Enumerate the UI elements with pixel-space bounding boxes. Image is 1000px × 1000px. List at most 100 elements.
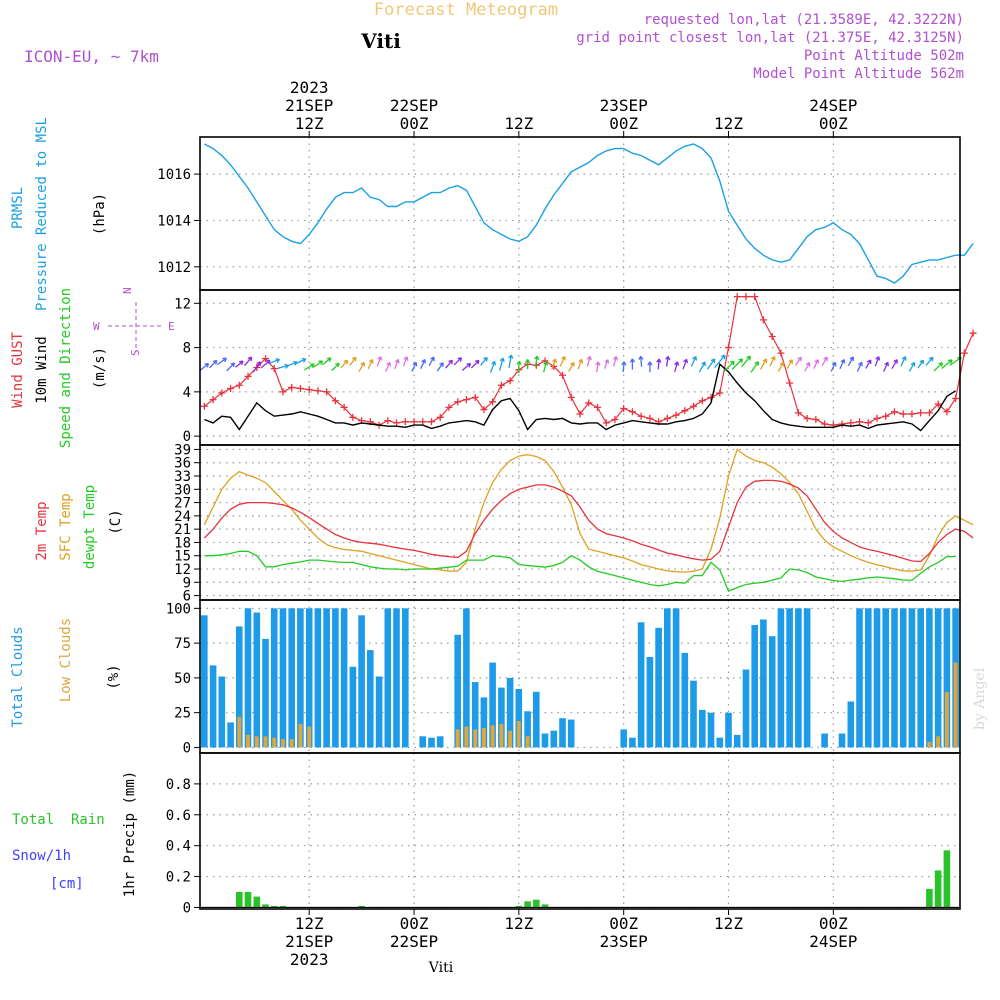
gust-marker [821, 420, 829, 428]
wind-direction-arrow [731, 358, 744, 370]
pressure-frame [199, 136, 961, 291]
total-clouds-bar [742, 669, 750, 748]
wind-direction-arrow [674, 361, 680, 373]
wind-direction-arrow [499, 357, 505, 371]
wind-labels: Wind GUST 10m Wind Speed and Direction (… [10, 287, 175, 448]
gust-marker [279, 388, 287, 396]
gust-marker [323, 388, 331, 396]
gust-marker [393, 419, 401, 427]
total-clouds-bar [777, 608, 785, 748]
total-clouds-bar [934, 608, 942, 748]
low-clouds-bar [464, 726, 469, 748]
gust-marker [690, 402, 698, 410]
wind-direction-arrow [900, 356, 907, 367]
gust-marker [646, 414, 654, 422]
gust-marker [751, 293, 759, 301]
total-clouds-bar [506, 677, 514, 748]
temp-frame [199, 444, 961, 601]
total-clouds-bar [358, 615, 365, 748]
clouds-tick-label: 25 [174, 706, 191, 722]
wind-direction-arrow [794, 356, 802, 366]
wind-direction-arrow [199, 362, 210, 371]
precip-labels: Total Rain Snow/1h [cm] 1hr Precip (mm) [12, 771, 138, 897]
gust-marker [838, 420, 846, 428]
time-label-bottom: 2023 [290, 950, 329, 969]
wind-direction-arrow [436, 362, 444, 372]
total-clouds-bar [209, 665, 217, 748]
gust-marker [401, 418, 409, 426]
precip-unit: 1hr Precip (mm) [122, 771, 138, 897]
precip-label-cm: [cm] [50, 876, 84, 892]
wind-direction-arrow [402, 356, 409, 367]
gust-marker [218, 389, 226, 397]
rain-bar [270, 905, 278, 908]
time-label-top: 24SEP [809, 96, 857, 115]
total-clouds-bar [515, 689, 523, 748]
time-label-top: 2023 [290, 78, 329, 97]
wind-direction-arrow [690, 355, 697, 367]
low-clouds-bar [455, 729, 460, 748]
total-clouds-bar [725, 712, 732, 748]
footer-location: Viti [428, 960, 454, 976]
cloud-label-low: Low Clouds [58, 618, 74, 702]
low-clouds-bar [945, 691, 949, 748]
wind-direction-arrow [629, 358, 636, 370]
gust-marker [262, 355, 270, 363]
total-clouds-bar [305, 608, 313, 748]
total-clouds-bar [672, 608, 680, 748]
gust-marker [890, 408, 898, 416]
total-clouds-bar [201, 615, 208, 748]
gust-marker [593, 403, 601, 411]
total-clouds-bar [428, 737, 435, 748]
total-clouds-bar [253, 612, 261, 748]
gust-marker [637, 412, 645, 420]
total-clouds-bar [899, 608, 907, 748]
gust-marker [427, 418, 435, 426]
total-clouds-bar [908, 608, 916, 748]
time-label-top: 00Z [609, 114, 638, 133]
total-clouds-bar [786, 608, 793, 748]
gust-marker [960, 349, 968, 357]
wind-direction-arrow [358, 361, 365, 372]
total-clouds-bar [838, 733, 846, 748]
total-clouds-bar [270, 608, 278, 748]
total-clouds-bar [524, 711, 531, 748]
wind-direction-arrow [722, 360, 735, 374]
clouds-frame [199, 599, 961, 754]
compass-s: S [129, 349, 142, 356]
total-clouds-bar [489, 662, 496, 748]
wind-direction-arrow [367, 358, 374, 370]
time-label-top: 21SEP [285, 96, 333, 115]
temp-unit: (C) [108, 509, 124, 534]
wind-direction-arrow [568, 361, 575, 372]
wind-direction-arrow [813, 359, 820, 369]
point-altitude: Point Altitude 502m [804, 48, 964, 64]
gust-marker [856, 418, 864, 426]
total-clouds-bar [323, 608, 330, 748]
temp-label-2m: 2m Temp [34, 501, 50, 560]
total-clouds-bar [646, 657, 654, 748]
wind-speed-line [204, 362, 956, 432]
gust-marker [768, 333, 776, 340]
wind-tick-label: 12 [174, 296, 191, 312]
total-clouds-bar [541, 733, 549, 748]
low-clouds-bar [298, 723, 303, 748]
rain-bar [515, 905, 523, 908]
wind-direction-arrow [706, 358, 716, 370]
wind-direction-arrow [665, 355, 671, 367]
gust-marker [628, 408, 636, 416]
gust-marker [489, 398, 497, 406]
wind-direction-arrow [428, 356, 435, 367]
wind-direction-arrow [586, 355, 592, 367]
low-clouds-bar [525, 736, 530, 748]
total-clouds-bar [393, 608, 400, 748]
total-clouds-bar [402, 608, 409, 748]
rain-bar [541, 904, 549, 908]
low-clouds-bar [272, 737, 277, 748]
wind-direction-arrow [769, 355, 776, 367]
gust-marker [899, 410, 907, 418]
precip-tick-label: 0.6 [166, 808, 191, 824]
gust-marker [296, 385, 304, 393]
total-clouds-bar [498, 687, 505, 748]
